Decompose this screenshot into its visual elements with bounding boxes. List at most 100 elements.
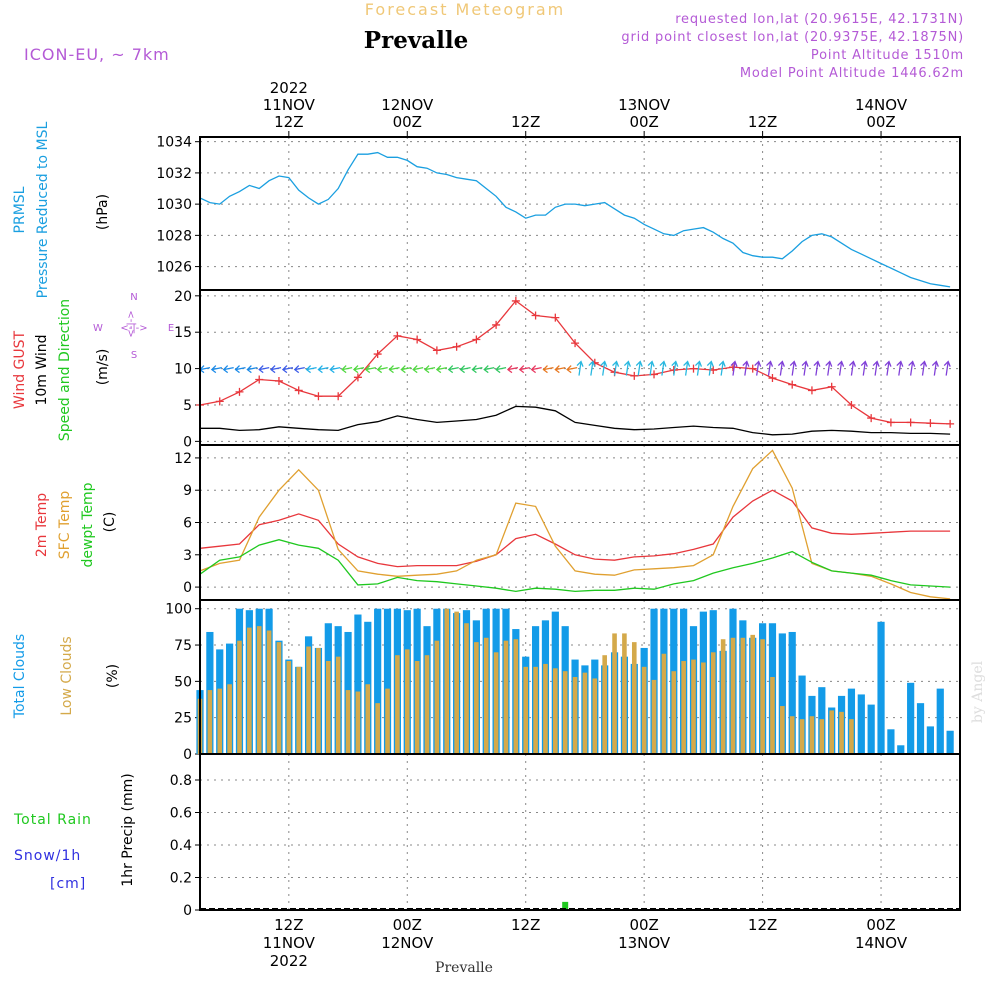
y-tick-label: 0: [183, 747, 192, 763]
low-clouds-bar: [592, 678, 598, 754]
low-clouds-bar: [375, 703, 380, 754]
temp-sfc-label: SFC Temp: [57, 491, 73, 560]
wind-direction-arrow: [412, 365, 424, 374]
low-clouds-bar: [474, 642, 479, 754]
2m-temp-line: [199, 489, 951, 568]
point-altitude: Point Altitude 1510m: [811, 48, 964, 63]
total-clouds-bar: [788, 631, 796, 754]
total-clouds-bar: [354, 614, 362, 754]
wind-direction-arrow: [754, 360, 762, 376]
top-time-label: 11NOV: [263, 96, 316, 114]
top-time-label: 14NOV: [855, 96, 908, 114]
gust-marker: [630, 371, 639, 380]
low-clouds-bar: [365, 684, 371, 754]
low-clouds-bar: [533, 666, 538, 754]
low-clouds-bar: [780, 706, 785, 754]
low-clouds-bar: [701, 662, 706, 754]
low-clouds-bar: [681, 661, 686, 754]
low-clouds-bar: [671, 671, 677, 754]
wind-direction-arrow: [600, 360, 608, 376]
low-clouds-bar: [276, 642, 282, 754]
wind-direction-arrow: [884, 360, 892, 376]
low-clouds-bar: [651, 679, 657, 754]
pressure-label-prmsl: PRMSL: [12, 186, 28, 233]
wind-direction-arrow: [647, 360, 655, 376]
low-clouds-bar: [789, 716, 795, 754]
compass-w: W: [93, 323, 103, 334]
low-clouds-bar: [266, 630, 272, 754]
y-tick-label: 100: [165, 602, 192, 618]
wind-direction-arrow: [848, 360, 857, 376]
wind-direction-arrow: [908, 360, 916, 376]
gust-marker: [511, 296, 520, 305]
gust-marker: [867, 414, 876, 423]
gust-marker: [353, 373, 362, 382]
low-clouds-bar: [770, 677, 775, 754]
low-clouds-bar: [523, 666, 529, 754]
total-clouds-bar: [916, 703, 925, 754]
y-tick-label: 9: [183, 483, 192, 499]
gust-marker: [926, 419, 935, 428]
low-clouds-bar: [720, 639, 726, 754]
y-tick-label: 75: [174, 638, 192, 654]
total-clouds-bar: [383, 608, 392, 754]
sfc-temp-line: [199, 449, 951, 600]
wind-direction-arrow: [246, 365, 258, 374]
low-clouds-bar: [750, 634, 756, 754]
low-clouds-bar: [730, 637, 736, 754]
wind-direction-arrow: [635, 360, 643, 376]
bottom-time-label: 13NOV: [618, 934, 671, 952]
wind-direction-arrow: [766, 360, 774, 376]
rain-bar: [562, 901, 569, 910]
wind-direction-arrow: [459, 365, 471, 374]
wind-direction-arrow: [789, 360, 797, 376]
gust-marker: [235, 387, 244, 396]
wind-direction-arrow: [270, 365, 282, 374]
wind-direction-arrow: [305, 365, 317, 374]
low-clouds-label: Low Clouds: [59, 636, 75, 715]
wind-direction-arrow: [872, 360, 880, 376]
wind-direction-arrow: [801, 360, 809, 376]
pressure-label-msl: Pressure Reduced to MSL: [35, 121, 51, 298]
total-clouds-bar: [867, 704, 875, 754]
total-clouds-bar: [877, 621, 885, 754]
gust-marker: [373, 350, 382, 359]
bottom-time-label: 2022: [270, 952, 308, 970]
wind-direction-arrow: [825, 360, 833, 376]
total-clouds-bar: [778, 633, 786, 754]
wind-speed-dir-label: Speed and Direction: [57, 299, 73, 441]
bottom-time-label: 12Z: [511, 916, 540, 934]
y-tick-label: 0.4: [170, 838, 192, 854]
low-clouds-bar: [227, 684, 232, 754]
wind-direction-arrow: [506, 365, 519, 374]
total-rain-label: Total Rain: [13, 812, 92, 828]
wind-direction-arrow: [435, 365, 448, 374]
panel-temperature: 0 3 6 9 12: [174, 444, 961, 601]
gust-marker: [274, 376, 283, 385]
gust-marker: [255, 375, 264, 384]
total-clouds-bar: [798, 675, 806, 754]
low-clouds-bar: [414, 661, 420, 754]
wind-direction-arrow: [471, 365, 483, 374]
low-clouds-bar: [661, 653, 667, 754]
low-clouds-bar: [493, 652, 499, 754]
temp-unit: (C): [102, 512, 118, 533]
y-tick-label: 5: [183, 398, 192, 414]
gust-marker: [492, 320, 501, 329]
low-clouds-bar: [849, 719, 854, 754]
wind-direction-arrow: [931, 360, 939, 376]
wind-direction-arrow: [518, 365, 530, 374]
y-tick-label: 0.2: [170, 871, 192, 887]
wind-labels: Wind GUST 10m Wind Speed and Direction (…: [12, 292, 174, 441]
top-time-label: 2022: [270, 79, 308, 97]
low-clouds-bar: [582, 672, 588, 754]
gust-marker: [215, 397, 224, 406]
gust-marker: [847, 400, 856, 409]
total-clouds-bar: [897, 745, 905, 754]
panel-pressure: 1026 1028 1030 1032 1034: [156, 135, 961, 291]
low-clouds-bar: [434, 640, 440, 754]
y-tick-label: 1026: [156, 260, 192, 276]
wind-gust-label: Wind GUST: [12, 330, 28, 409]
